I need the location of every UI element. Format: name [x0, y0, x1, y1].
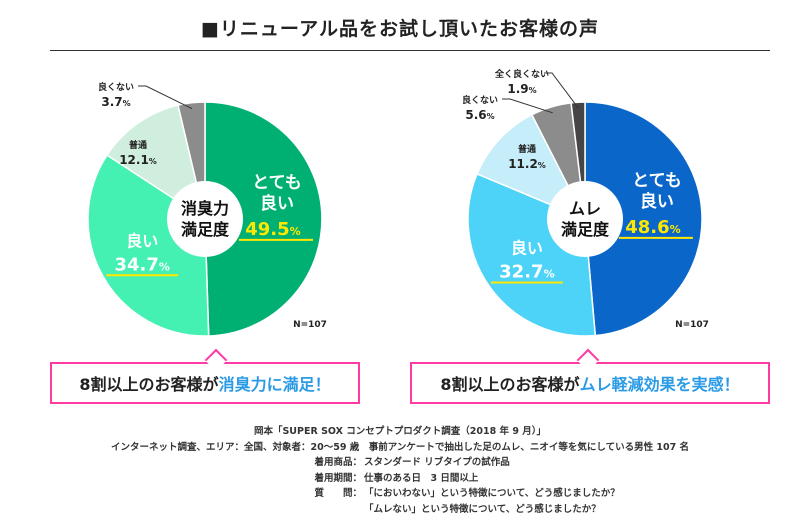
callout-left: 8割以上のお客様が 消臭力に満足！ [50, 348, 360, 404]
slice-label: 良くない [98, 81, 134, 93]
footnote-value: 「ムレない」という特徴について、どう感じましたか？ [364, 503, 601, 515]
slice-label: 全く良くない [494, 68, 549, 80]
slice-value: 3.7% [101, 95, 130, 109]
callout-right-prefix: 8割以上のお客様が [440, 375, 580, 394]
footnote-source: 岡本「SUPER SOX コンセプトプロダクト調査（2018 年 9 月）」 [253, 426, 547, 437]
center-label: 満足度 [181, 220, 230, 239]
pie-slice [204, 101, 323, 337]
pie-slice [87, 154, 210, 337]
slice-label: 良くない [462, 94, 498, 106]
pie-center [547, 181, 623, 257]
center-label: 消臭力 [181, 199, 229, 218]
leader-line [138, 85, 193, 110]
slice-value: 5.6% [465, 108, 494, 122]
footnote-value: 仕事のある日 3 日間以上 [364, 472, 479, 484]
slice-label: 良い [260, 193, 294, 214]
sample-size-label: N=107 [293, 320, 327, 330]
sample-size-label: N=107 [675, 320, 709, 330]
footnote-label: 着用期間： [314, 472, 362, 484]
callout-left-prefix: 8割以上のお客様が [79, 375, 219, 394]
slice-label: とても [632, 171, 682, 191]
slice-value: 34.7% [115, 254, 170, 275]
slice-value: 1.9% [507, 82, 536, 96]
footnote-label: 質 問： [314, 488, 362, 499]
slice-label: 良い [511, 239, 543, 258]
slice-label: とても [252, 173, 302, 193]
footnote-label [0, 502, 362, 518]
slice-label: 良い [126, 231, 158, 250]
pie-chart: 消臭力満足度とても良い49.5%良い34.7%普通12.1%良くない3.7%N=… [87, 81, 327, 337]
footnote-value: 「においわない」という特徴について、どう感じましたか？ [364, 488, 620, 499]
callout-right: 8割以上のお客様が ムレ軽減効果を実感！ [410, 348, 770, 404]
pie-slice [584, 101, 703, 337]
slice-value: 11.2% [508, 157, 546, 171]
slice-label: 普通 [129, 139, 147, 151]
slice-value: 49.5% [245, 219, 300, 240]
footnote-method: インターネット調査、エリア：全国、対象者：20〜59 歳 事前アンケートで抽出し… [110, 441, 690, 453]
footnote-value: スタンダード リブタイプの試作品 [364, 457, 510, 468]
center-label: ムレ [569, 199, 601, 218]
footnote-label: 着用商品： [314, 457, 362, 468]
pie-chart: ムレ満足度とても良い48.6%良い32.7%普通11.2%良くない5.6%全く良… [462, 68, 709, 337]
slice-label: 普通 [518, 143, 536, 155]
slice-value: 32.7% [499, 262, 554, 283]
chart-title: ■リニューアル品をお試し頂いたお客様の声 [200, 18, 599, 40]
footnote: 岡本「SUPER SOX コンセプトプロダクト調査（2018 年 9 月）」 イ… [0, 424, 800, 517]
leader-line [502, 98, 553, 114]
pie-charts: 消臭力満足度とても良い49.5%良い34.7%普通12.1%良くない3.7%N=… [87, 68, 709, 337]
title-divider [50, 50, 770, 51]
pie-center [167, 181, 243, 257]
slice-value: 48.6% [625, 217, 680, 238]
center-label: 満足度 [561, 220, 610, 239]
callout-right-highlight: ムレ軽減効果を実感！ [579, 375, 740, 394]
slice-value: 12.1% [119, 153, 157, 167]
leader-line [544, 72, 579, 109]
slice-label: 良い [640, 191, 674, 212]
callout-left-highlight: 消臭力に満足！ [218, 375, 331, 394]
